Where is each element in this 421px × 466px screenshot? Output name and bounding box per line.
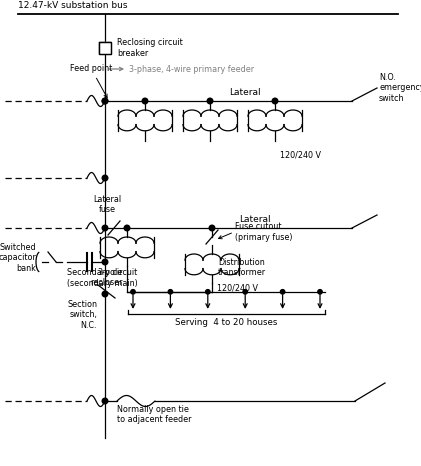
Circle shape [207, 98, 213, 104]
Circle shape [243, 289, 248, 294]
Text: Switched
capacitor
bank: Switched capacitor bank [0, 243, 36, 273]
Text: 3-phase, 4-wire primary feeder: 3-phase, 4-wire primary feeder [129, 64, 254, 74]
Circle shape [102, 98, 108, 104]
Circle shape [209, 225, 215, 231]
Circle shape [102, 175, 108, 181]
Text: Lateral: Lateral [229, 88, 261, 97]
Circle shape [272, 98, 278, 104]
Circle shape [102, 398, 108, 404]
Circle shape [131, 289, 135, 294]
Text: Lateral
fuse: Lateral fuse [93, 195, 121, 214]
Circle shape [318, 289, 322, 294]
Text: Section
switch,
N.C.: Section switch, N.C. [67, 300, 97, 330]
Text: Feed point: Feed point [70, 64, 112, 97]
Circle shape [124, 225, 130, 231]
Text: Lateral: Lateral [239, 215, 271, 224]
Circle shape [102, 291, 108, 297]
Text: Distribution
transformer: Distribution transformer [218, 258, 266, 277]
Text: Normally open tie
to adjacent feeder: Normally open tie to adjacent feeder [117, 405, 192, 425]
Text: 120/240 V: 120/240 V [217, 284, 258, 293]
Text: N.O.
emergency
switch: N.O. emergency switch [379, 73, 421, 103]
Circle shape [142, 98, 148, 104]
Bar [99, 42, 111, 54]
Circle shape [280, 289, 285, 294]
Circle shape [205, 289, 210, 294]
Circle shape [168, 289, 173, 294]
Text: Serving  4 to 20 houses: Serving 4 to 20 houses [175, 318, 278, 327]
Text: Fuse cutout
(primary fuse): Fuse cutout (primary fuse) [235, 222, 293, 242]
Circle shape [102, 225, 108, 231]
Bar [99, 42, 111, 54]
Circle shape [102, 259, 108, 265]
Text: Secondary circuit
(secondary main): Secondary circuit (secondary main) [67, 268, 137, 288]
Text: 3-pole
recloser: 3-pole recloser [91, 268, 123, 287]
Circle shape [102, 98, 108, 104]
Text: 120/240 V: 120/240 V [280, 150, 321, 159]
Text: Reclosing circuit
breaker: Reclosing circuit breaker [117, 38, 182, 58]
Text: 12.47-kV substation bus: 12.47-kV substation bus [18, 1, 128, 10]
